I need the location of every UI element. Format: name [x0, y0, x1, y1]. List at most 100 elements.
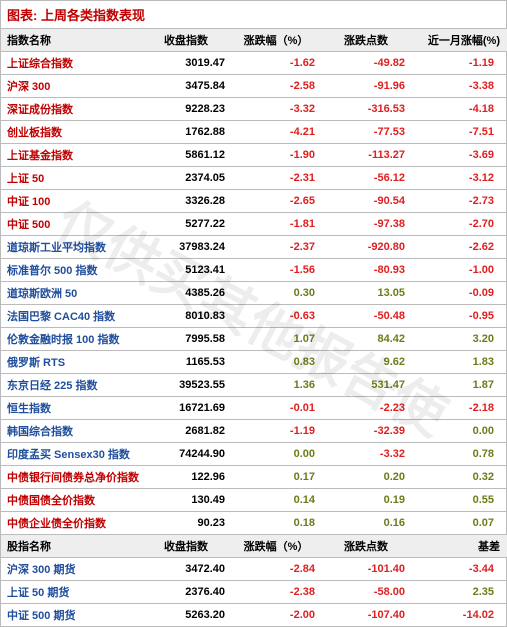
- cell-close: 122.96: [141, 466, 231, 489]
- cell-name: 中债国债全价指数: [1, 489, 141, 512]
- cell-close: 3475.84: [141, 75, 231, 98]
- table-row: 沪深 3003475.84-2.58-91.96-3.38: [1, 75, 507, 98]
- cell-pts: 84.42: [321, 328, 411, 351]
- cell-month: -2.18: [411, 397, 507, 420]
- header-row-1: 指数名称 收盘指数 涨跌幅（%） 涨跌点数 近一月涨幅(%): [1, 29, 507, 52]
- cell-pct: 0.17: [231, 466, 321, 489]
- cell-pct: 1.07: [231, 328, 321, 351]
- cell-name: 深证成份指数: [1, 98, 141, 121]
- cell-close: 7995.58: [141, 328, 231, 351]
- cell-pct: -0.01: [231, 397, 321, 420]
- table-title: 图表: 上周各类指数表现: [1, 1, 506, 29]
- cell-pts: -97.38: [321, 213, 411, 236]
- cell-pts: -77.53: [321, 121, 411, 144]
- table-row: 东京日经 225 指数39523.551.36531.471.87: [1, 374, 507, 397]
- cell-month: -2.62: [411, 236, 507, 259]
- col-close: 收盘指数: [141, 29, 231, 52]
- table-row: 韩国综合指数2681.82-1.19-32.390.00: [1, 420, 507, 443]
- col2-basis: 基差: [411, 535, 507, 558]
- cell-close: 5861.12: [141, 144, 231, 167]
- cell-name: 俄罗斯 RTS: [1, 351, 141, 374]
- cell-pct: -4.21: [231, 121, 321, 144]
- cell-name: 印度孟买 Sensex30 指数: [1, 443, 141, 466]
- cell-name: 伦敦金融时报 100 指数: [1, 328, 141, 351]
- table-row: 印度孟买 Sensex30 指数74244.900.00-3.320.78: [1, 443, 507, 466]
- cell-close: 2681.82: [141, 420, 231, 443]
- table-row: 上证 50 期货2376.40-2.38-58.002.35: [1, 581, 507, 604]
- cell-pts: 0.16: [321, 512, 411, 535]
- cell-close: 37983.24: [141, 236, 231, 259]
- cell-name: 东京日经 225 指数: [1, 374, 141, 397]
- cell-pts: -107.40: [321, 604, 411, 627]
- cell-pts: -101.40: [321, 558, 411, 581]
- cell-pts: 13.05: [321, 282, 411, 305]
- cell-name: 标准普尔 500 指数: [1, 259, 141, 282]
- cell-close: 8010.83: [141, 305, 231, 328]
- cell-pct: -0.63: [231, 305, 321, 328]
- cell-close: 3472.40: [141, 558, 231, 581]
- cell-pts: 531.47: [321, 374, 411, 397]
- cell-pts: -56.12: [321, 167, 411, 190]
- main-table: 指数名称 收盘指数 涨跌幅（%） 涨跌点数 近一月涨幅(%) 上证综合指数301…: [1, 29, 507, 627]
- cell-pct: -2.00: [231, 604, 321, 627]
- col2-pts: 涨跌点数: [321, 535, 411, 558]
- cell-pts: -32.39: [321, 420, 411, 443]
- cell-month: -2.70: [411, 213, 507, 236]
- cell-close: 39523.55: [141, 374, 231, 397]
- cell-pct: 0.83: [231, 351, 321, 374]
- cell-close: 1762.88: [141, 121, 231, 144]
- table-row: 标准普尔 500 指数5123.41-1.56-80.93-1.00: [1, 259, 507, 282]
- table-row: 沪深 300 期货3472.40-2.84-101.40-3.44: [1, 558, 507, 581]
- cell-pct: -2.37: [231, 236, 321, 259]
- table-row: 中债银行间债券总净价指数122.960.170.200.32: [1, 466, 507, 489]
- cell-pts: -80.93: [321, 259, 411, 282]
- cell-month: -3.69: [411, 144, 507, 167]
- cell-name: 道琼斯工业平均指数: [1, 236, 141, 259]
- col-name: 指数名称: [1, 29, 141, 52]
- cell-month: -1.00: [411, 259, 507, 282]
- cell-close: 130.49: [141, 489, 231, 512]
- cell-name: 创业板指数: [1, 121, 141, 144]
- cell-month: -7.51: [411, 121, 507, 144]
- cell-name: 中证 500: [1, 213, 141, 236]
- cell-month: 0.55: [411, 489, 507, 512]
- cell-close: 5277.22: [141, 213, 231, 236]
- cell-pts: -316.53: [321, 98, 411, 121]
- cell-month: -4.18: [411, 98, 507, 121]
- cell-close: 3326.28: [141, 190, 231, 213]
- cell-month: -0.95: [411, 305, 507, 328]
- cell-close: 2374.05: [141, 167, 231, 190]
- cell-name: 韩国综合指数: [1, 420, 141, 443]
- index-performance-table: 图表: 上周各类指数表现 指数名称 收盘指数 涨跌幅（%） 涨跌点数 近一月涨幅…: [0, 0, 507, 627]
- cell-pts: 0.20: [321, 466, 411, 489]
- cell-pct: -2.84: [231, 558, 321, 581]
- cell-pct: 0.30: [231, 282, 321, 305]
- cell-pts: -91.96: [321, 75, 411, 98]
- cell-close: 3019.47: [141, 52, 231, 75]
- cell-name: 中债银行间债券总净价指数: [1, 466, 141, 489]
- table-row: 伦敦金融时报 100 指数7995.581.0784.423.20: [1, 328, 507, 351]
- cell-close: 4385.26: [141, 282, 231, 305]
- cell-pct: -3.32: [231, 98, 321, 121]
- cell-pts: -113.27: [321, 144, 411, 167]
- header-row-2: 股指名称 收盘指数 涨跌幅（%） 涨跌点数 基差: [1, 535, 507, 558]
- table-row: 法国巴黎 CAC40 指数8010.83-0.63-50.48-0.95: [1, 305, 507, 328]
- cell-pts: -3.32: [321, 443, 411, 466]
- cell-name: 中证 100: [1, 190, 141, 213]
- cell-pct: 0.18: [231, 512, 321, 535]
- table-row: 中证 5005277.22-1.81-97.38-2.70: [1, 213, 507, 236]
- cell-pct: 1.36: [231, 374, 321, 397]
- cell-close: 2376.40: [141, 581, 231, 604]
- cell-pts: -58.00: [321, 581, 411, 604]
- table-row: 中债国债全价指数130.490.140.190.55: [1, 489, 507, 512]
- table-row: 道琼斯欧洲 504385.260.3013.05-0.09: [1, 282, 507, 305]
- cell-month: -3.38: [411, 75, 507, 98]
- cell-month: -2.73: [411, 190, 507, 213]
- cell-name: 中债企业债全价指数: [1, 512, 141, 535]
- cell-month: 1.87: [411, 374, 507, 397]
- table-row: 深证成份指数9228.23-3.32-316.53-4.18: [1, 98, 507, 121]
- cell-name: 上证综合指数: [1, 52, 141, 75]
- col2-close: 收盘指数: [141, 535, 231, 558]
- cell-close: 90.23: [141, 512, 231, 535]
- cell-pts: -90.54: [321, 190, 411, 213]
